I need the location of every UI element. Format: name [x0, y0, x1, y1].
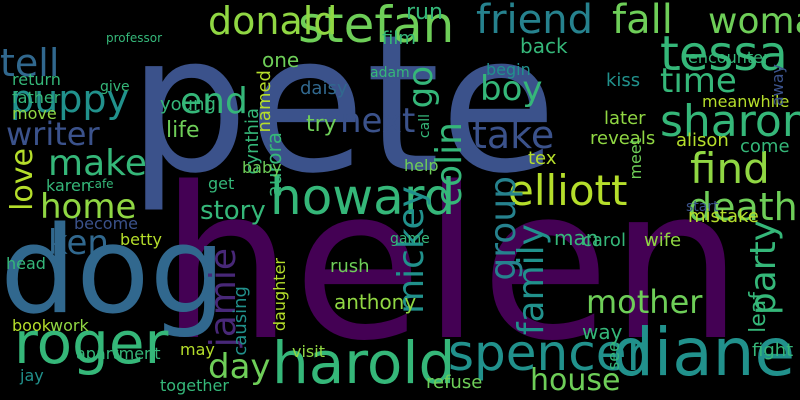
word: end [180, 81, 248, 122]
word: try [306, 112, 337, 137]
word: run [406, 0, 443, 25]
word: way [582, 320, 623, 344]
word: wife [644, 230, 682, 251]
word: story [200, 196, 266, 226]
word: family [511, 224, 552, 336]
word: writer [6, 115, 100, 153]
word: leaf [746, 292, 771, 333]
word: day [208, 347, 271, 387]
word: professor [106, 31, 163, 45]
word: tex [528, 148, 557, 169]
word: start [686, 199, 719, 215]
word: causing [230, 286, 251, 356]
word: apartment [76, 344, 161, 363]
word: howard [270, 168, 456, 226]
word: call [417, 114, 433, 139]
word: find [690, 144, 770, 193]
word: jay [20, 366, 44, 385]
word: baby [242, 158, 282, 177]
word: visit [292, 342, 325, 361]
word: next [340, 101, 416, 141]
word: boy [480, 69, 543, 109]
word: pete [128, 0, 557, 215]
word: roger [14, 309, 169, 377]
word: take [472, 113, 555, 157]
word: harold [272, 329, 456, 397]
word: come [740, 136, 790, 157]
word: mistake [688, 206, 759, 227]
word: return [12, 70, 61, 89]
word: help [404, 156, 439, 175]
word: away [768, 64, 787, 107]
word: give [100, 79, 130, 95]
word: named [254, 70, 275, 133]
word: love [5, 148, 40, 211]
word: woman [708, 1, 800, 42]
word: reveals [590, 128, 656, 149]
word: sharon [660, 96, 800, 147]
word: tell [0, 41, 60, 85]
word: tessa [660, 26, 788, 82]
word: death [688, 185, 798, 229]
word: home [40, 187, 137, 227]
word: time [660, 61, 737, 101]
word: mother [586, 283, 703, 321]
word: kiss [606, 70, 641, 91]
word: cafe [88, 177, 114, 191]
word: ken [48, 223, 109, 263]
word: book [12, 316, 51, 335]
word: daisy [300, 78, 348, 99]
word: encounter [688, 48, 770, 67]
word: meanwhile [702, 92, 790, 111]
word: refuse [426, 372, 483, 393]
word: karen [46, 176, 91, 195]
word: head [6, 254, 46, 273]
word: donald [208, 0, 338, 43]
word: man [554, 226, 599, 250]
word: daughter [270, 258, 289, 332]
word: game [390, 231, 430, 247]
word: adam [370, 65, 410, 81]
word: fall [612, 0, 673, 43]
word: carol [582, 230, 626, 251]
word: meet [626, 138, 645, 180]
word: fight [752, 340, 794, 361]
word: helen [160, 142, 743, 387]
word: friend [476, 0, 593, 43]
word: spencer [448, 324, 648, 382]
word: become [74, 214, 139, 233]
word: begin [486, 60, 531, 79]
word: betty [120, 230, 163, 249]
word: together [160, 376, 229, 395]
word: make [48, 143, 147, 184]
word: rush [330, 256, 370, 277]
word: elliott [508, 166, 628, 215]
word: work [50, 316, 89, 335]
word: diane [612, 314, 796, 391]
word: later [604, 108, 646, 129]
word: may [180, 340, 215, 359]
word: alison [676, 130, 729, 151]
word: father [12, 88, 61, 107]
word: back [520, 34, 568, 58]
word: one [262, 48, 300, 72]
word: puppy [10, 77, 129, 121]
word: see [604, 342, 623, 371]
word: young [160, 94, 216, 115]
word: anthony [334, 290, 417, 314]
word: get [208, 174, 235, 193]
word: film [382, 28, 416, 49]
word: life [166, 118, 200, 143]
word: move [12, 104, 57, 123]
word: dog [0, 202, 226, 341]
word: house [530, 363, 621, 398]
word: stefan [298, 0, 455, 54]
